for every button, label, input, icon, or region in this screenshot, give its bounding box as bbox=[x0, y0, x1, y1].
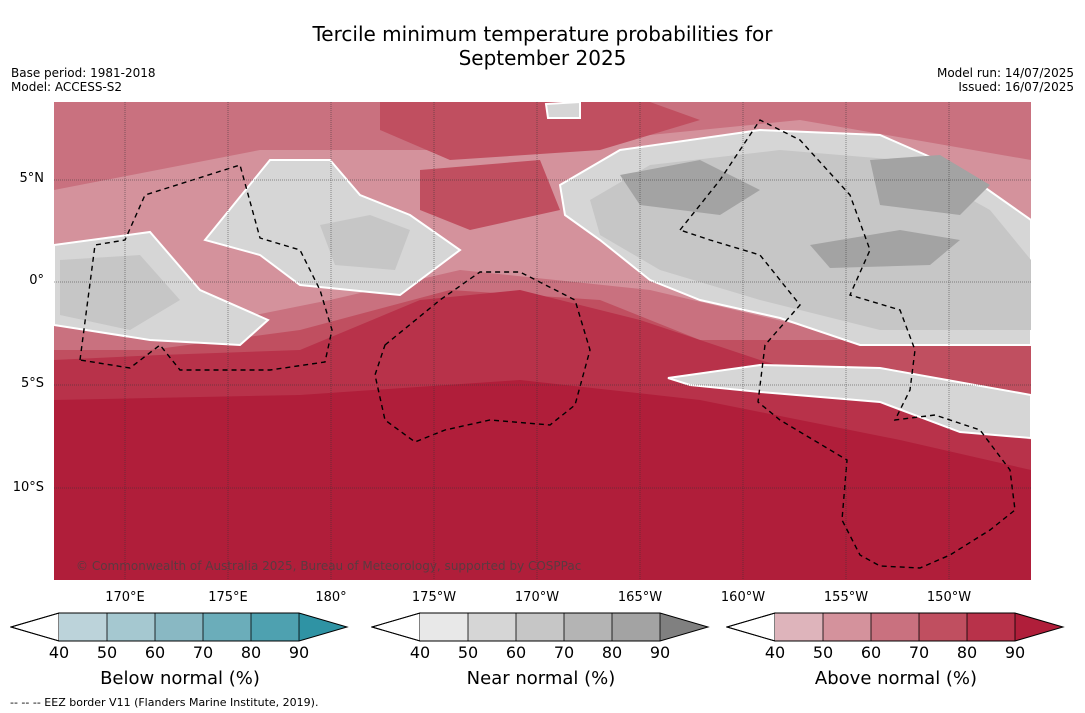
colorbar-below-tick: 90 bbox=[288, 643, 310, 662]
lon-label-175w: 175°W bbox=[411, 590, 457, 605]
lon-label-170e: 170°E bbox=[105, 590, 145, 605]
colorbar-below-bin bbox=[107, 613, 155, 641]
colorbar-near-tick: 50 bbox=[457, 643, 479, 662]
colorbar-above-tick: 90 bbox=[1004, 643, 1026, 662]
above-normal-70-north-2 bbox=[420, 160, 560, 230]
colorbar-below-title: Below normal (%) bbox=[100, 668, 260, 689]
model-name: Model: ACCESS-S2 bbox=[11, 80, 123, 94]
colorbar-near-min-arrow bbox=[371, 612, 421, 642]
eez-central bbox=[374, 271, 591, 443]
colorbar-above-bin bbox=[871, 613, 919, 641]
eez-east bbox=[678, 119, 1016, 569]
lon-label-175e: 175°E bbox=[208, 590, 248, 605]
model-run: Model run: 14/07/2025 bbox=[936, 66, 1074, 80]
colorbar-near-normal bbox=[371, 612, 710, 642]
colorbar-near-bin bbox=[420, 613, 468, 641]
colorbar-below-tick: 70 bbox=[192, 643, 214, 662]
colorbar-above-bin bbox=[919, 613, 967, 641]
copyright-notice: © Commonwealth of Australia 2025, Bureau… bbox=[76, 559, 582, 573]
map-title: Tercile minimum temperature probabilitie… bbox=[0, 22, 1085, 70]
colorbar-near-bin bbox=[516, 613, 564, 641]
colorbar-near-tick: 60 bbox=[505, 643, 527, 662]
colorbar-above-normal bbox=[726, 612, 1065, 642]
meta-right: Model run: 14/07/2025 Issued: 16/07/2025 bbox=[937, 66, 1074, 94]
above-normal-70-north bbox=[380, 102, 700, 160]
colorbar-near-tick: 90 bbox=[649, 643, 671, 662]
colorbar-below-tick: 60 bbox=[144, 643, 166, 662]
colorbar-above-tick: 60 bbox=[860, 643, 882, 662]
eez-footnote: -- -- -- EEZ border V11 (Flanders Marine… bbox=[10, 696, 319, 709]
colorbar-above-bin bbox=[775, 613, 823, 641]
near-normal-central-60 bbox=[320, 215, 410, 270]
colorbar-near-tick: 40 bbox=[409, 643, 431, 662]
colorbar-above-max-arrow bbox=[1015, 613, 1063, 641]
colorbar-below-tick: 80 bbox=[240, 643, 262, 662]
title-line-2: September 2025 bbox=[458, 46, 627, 70]
colorbar-above-title: Above normal (%) bbox=[814, 668, 978, 689]
meta-left: Base period: 1981-2018 Model: ACCESS-S2 bbox=[11, 66, 156, 94]
lon-label-180: 180° bbox=[315, 590, 347, 605]
colorbar-near-outline bbox=[371, 612, 710, 642]
near-normal-east-80b bbox=[810, 230, 960, 268]
colorbar-near-tick: 80 bbox=[601, 643, 623, 662]
colorbar-near-title: Near normal (%) bbox=[466, 668, 616, 689]
lat-label-10s: 10°S bbox=[12, 480, 44, 495]
colorbar-above-bin bbox=[967, 613, 1015, 641]
grid-lines bbox=[54, 102, 1031, 580]
colorbar-below-tick: 40 bbox=[48, 643, 70, 662]
colorbar-below-outline bbox=[10, 612, 349, 642]
lat-label-5n: 5°N bbox=[19, 171, 45, 186]
colorbar-below-tick: 50 bbox=[96, 643, 118, 662]
issued-date: Issued: 16/07/2025 bbox=[958, 80, 1074, 94]
colorbar-above-min-arrow bbox=[726, 612, 776, 642]
lon-label-165w: 165°W bbox=[617, 590, 663, 605]
colorbar-near-max-arrow bbox=[660, 613, 708, 641]
colorbar-above-bin bbox=[823, 613, 871, 641]
lat-label-5s: 5°S bbox=[20, 376, 44, 391]
near-normal-small-patch bbox=[544, 102, 581, 119]
eez-borders bbox=[79, 119, 1016, 569]
near-normal-west-60 bbox=[60, 255, 180, 330]
base-period: Base period: 1981-2018 bbox=[11, 66, 156, 80]
colorbar-below-normal bbox=[10, 612, 349, 642]
above-normal-90-band bbox=[54, 380, 1031, 580]
above-normal-80-centre bbox=[440, 300, 580, 360]
near-normal-east-80c bbox=[870, 155, 990, 215]
lon-label-160w: 160°W bbox=[720, 590, 766, 605]
lat-label-0: 0° bbox=[29, 273, 44, 288]
eez-west bbox=[79, 164, 333, 371]
map-fields bbox=[54, 102, 1031, 580]
colorbar-above-tick: 70 bbox=[908, 643, 930, 662]
colorbar-below-bin bbox=[59, 613, 107, 641]
colorbar-above-outline bbox=[726, 612, 1065, 642]
near-normal-south-strip bbox=[667, 363, 1031, 440]
colorbar-below-bin bbox=[251, 613, 299, 641]
colorbar-below-bin bbox=[203, 613, 251, 641]
title-line-1: Tercile minimum temperature probabilitie… bbox=[312, 22, 773, 46]
colorbar-near-bin bbox=[468, 613, 516, 641]
colorbar-above-tick: 50 bbox=[812, 643, 834, 662]
colorbar-above-tick: 40 bbox=[764, 643, 786, 662]
colorbar-near-bin bbox=[612, 613, 660, 641]
colorbar-below-min-arrow bbox=[10, 612, 60, 642]
colorbar-near-bin bbox=[564, 613, 612, 641]
lon-label-155w: 155°W bbox=[823, 590, 869, 605]
lon-label-150w: 150°W bbox=[926, 590, 972, 605]
colorbar-near-tick: 70 bbox=[553, 643, 575, 662]
lon-label-170w: 170°W bbox=[514, 590, 560, 605]
colorbar-below-bin bbox=[155, 613, 203, 641]
colorbar-above-tick: 80 bbox=[956, 643, 978, 662]
colorbar-below-max-arrow bbox=[299, 613, 347, 641]
